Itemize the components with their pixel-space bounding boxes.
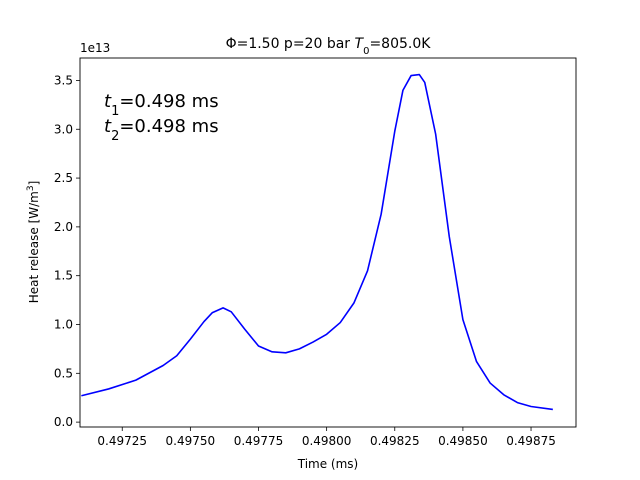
- annotation-t2: t2=0.498 ms: [104, 116, 219, 144]
- y-tick-label: 0.0: [54, 415, 73, 429]
- y-tick-label: 2.0: [54, 220, 73, 234]
- series-line-0: [81, 73, 553, 411]
- x-tick-label: 0.49850: [438, 434, 488, 448]
- x-axis-label: Time (ms): [297, 457, 359, 471]
- x-tick-label: 0.49875: [506, 434, 556, 448]
- y-tick-label: 1.0: [54, 318, 73, 332]
- x-tick-label: 0.49725: [97, 434, 147, 448]
- axes-frame: [79, 57, 577, 428]
- y-offset-text: 1e13: [80, 41, 110, 55]
- x-tick-label: 0.49750: [166, 434, 216, 448]
- y-axis-label: Heat release [W/m3]: [26, 181, 41, 304]
- x-tick-label: 0.49775: [234, 434, 284, 448]
- y-tick-label: 3.5: [54, 73, 73, 87]
- y-tick-label: 0.5: [54, 366, 73, 380]
- chart-title: Φ=1.50 p=20 bar T0=805.0K: [226, 36, 432, 57]
- y-tick-label: 1.5: [54, 269, 73, 283]
- annotation-t1: t1=0.498 ms: [104, 91, 219, 119]
- y-tick-label: 3.0: [54, 122, 73, 136]
- x-tick-label: 0.49800: [302, 434, 352, 448]
- x-tick-label: 0.49825: [370, 434, 420, 448]
- y-tick-label: 2.5: [54, 171, 73, 185]
- plot-layer: 0.49725 0.49750 0.49775 0.49800 0.49825 0.498…: [54, 57, 577, 448]
